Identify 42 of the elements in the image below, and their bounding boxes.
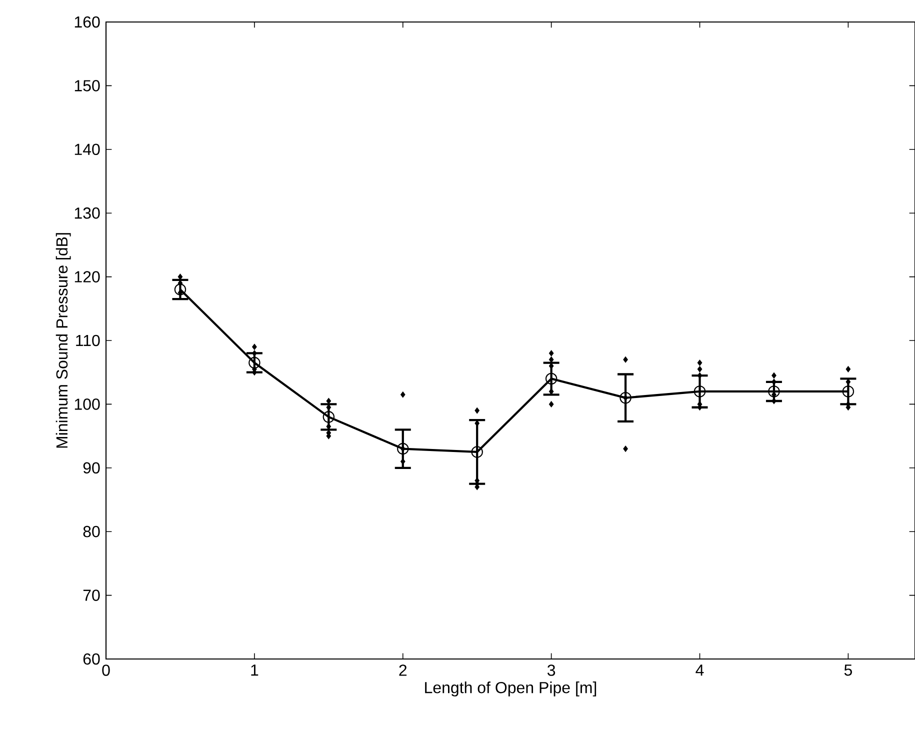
y-tick-label: 110	[76, 334, 100, 346]
x-tick-label: 5	[844, 664, 852, 676]
y-tick-label: 70	[83, 590, 100, 601]
point	[697, 366, 702, 372]
point	[846, 366, 851, 372]
y-tick-label: 140	[74, 144, 100, 156]
x-tick-label: 3	[547, 664, 556, 676]
x-tick-label: 2	[399, 664, 407, 676]
y-tick-label: 60	[83, 653, 100, 665]
point	[322, 411, 335, 423]
x-axis-title: Length of Open Pipe [m]	[425, 682, 596, 696]
y-tick-label: 130	[74, 207, 100, 219]
point	[768, 386, 780, 398]
point	[545, 372, 558, 385]
point	[400, 458, 406, 464]
point	[248, 356, 260, 369]
point	[548, 350, 554, 356]
point	[474, 408, 480, 414]
point	[623, 446, 628, 452]
point	[548, 401, 554, 408]
x-tick-label: 0	[102, 664, 110, 676]
point	[623, 356, 628, 363]
x-tick-label: 4	[696, 664, 704, 676]
point	[252, 344, 257, 350]
point	[697, 360, 702, 366]
point	[326, 398, 331, 404]
point	[400, 392, 406, 398]
y-axis-title: Minimum Sound Pressure [dB]	[56, 233, 71, 448]
point	[620, 392, 632, 404]
point	[471, 446, 483, 458]
point	[397, 442, 409, 455]
y-tick-label: 120	[74, 271, 100, 282]
point	[842, 386, 854, 398]
point	[694, 386, 706, 398]
point	[174, 284, 186, 296]
y-tick-label: 150	[74, 80, 100, 92]
y-tick-label: 80	[83, 526, 100, 538]
y-tick-label: 90	[83, 462, 100, 474]
x-tick-label: 1	[251, 664, 258, 676]
point	[772, 372, 776, 378]
y-tick-label: 160	[74, 16, 100, 28]
y-tick-label: 100	[74, 398, 100, 410]
